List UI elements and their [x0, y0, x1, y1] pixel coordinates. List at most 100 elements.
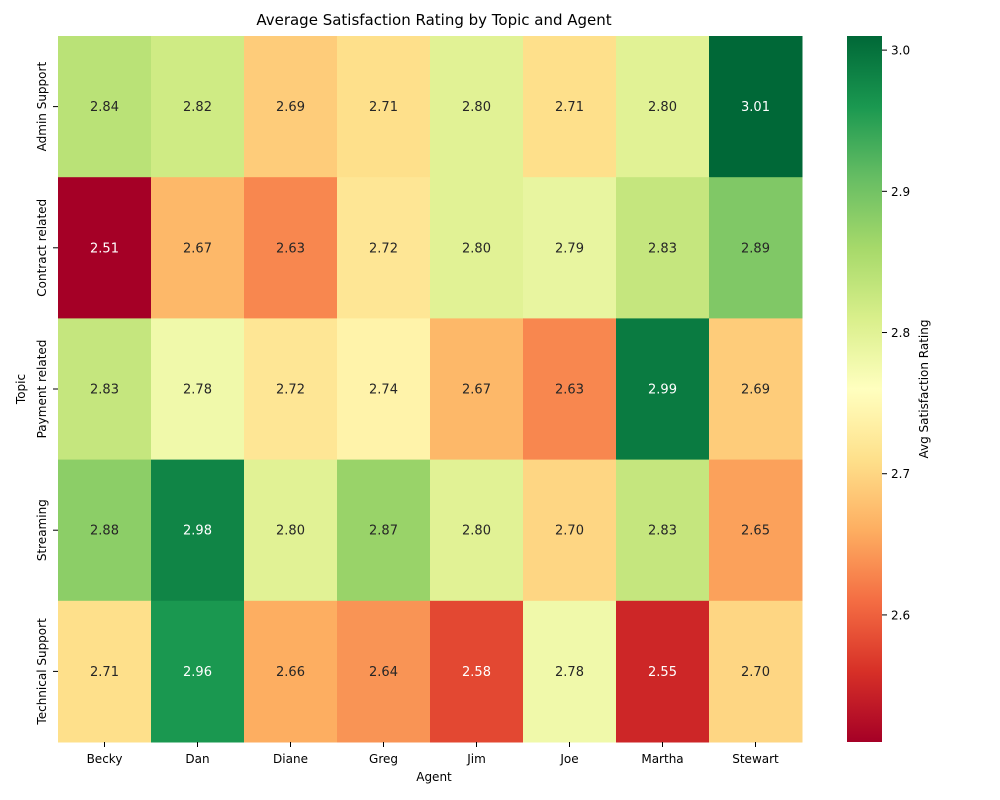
cell-value-label: 2.71	[555, 100, 584, 115]
heatmap-cell	[337, 177, 431, 319]
cell-value-label: 2.65	[741, 524, 770, 539]
heatmap-cell	[523, 318, 617, 461]
cell-value-label: 2.63	[276, 241, 305, 256]
heatmap-cell	[616, 459, 710, 602]
cell-value-label: 2.87	[369, 524, 398, 539]
heatmap-cells: 2.84 2.82 2.69 2.71 2.80 2.71 2.80 3.01 2.51 2.67…	[58, 36, 803, 743]
heatmap-cell	[523, 177, 617, 319]
heatmap-cell	[337, 36, 431, 178]
heatmap-cell	[523, 36, 617, 178]
heatmap-cell	[430, 36, 524, 178]
heatmap-cell	[337, 318, 431, 461]
y-tick-label: Contract related	[35, 199, 49, 297]
x-tick-label: Dan	[185, 752, 209, 766]
heatmap-cell	[151, 600, 245, 743]
x-tick-label: Becky	[87, 752, 123, 766]
cell-value-label: 2.80	[648, 100, 677, 115]
heatmap-cell	[58, 459, 152, 602]
cell-value-label: 2.69	[741, 383, 770, 398]
cell-value-label: 2.80	[462, 100, 491, 115]
colorbar-tick-label: 2.7	[891, 467, 910, 481]
y-axis: Admin Support Contract related Payment rel…	[35, 62, 58, 726]
heatmap-cell	[337, 459, 431, 602]
cell-value-label: 2.84	[90, 100, 119, 115]
cell-value-label: 2.51	[90, 241, 119, 256]
cell-value-label: 2.78	[183, 383, 212, 398]
cell-value-label: 2.72	[369, 241, 398, 256]
cell-value-label: 2.69	[276, 100, 305, 115]
y-axis-label: Topic	[14, 374, 28, 405]
cell-value-label: 2.70	[555, 524, 584, 539]
cell-value-label: 2.88	[90, 524, 119, 539]
heatmap-cell	[709, 600, 803, 743]
heatmap-cell	[244, 177, 338, 319]
y-tick-label: Streaming	[35, 499, 49, 561]
heatmap-cell	[616, 318, 710, 461]
heatmap-cell	[58, 600, 152, 743]
cell-value-label: 2.71	[90, 665, 119, 680]
heatmap-cell	[58, 318, 152, 461]
heatmap-cell	[430, 318, 524, 461]
cell-value-label: 2.67	[462, 383, 491, 398]
cell-value-label: 2.83	[90, 383, 119, 398]
cell-value-label: 2.66	[276, 665, 305, 680]
heatmap-cell	[430, 600, 524, 743]
y-tick-label: Admin Support	[35, 62, 49, 152]
y-tick-label: Technical Support	[35, 618, 49, 726]
colorbar-label: Avg Satisfaction Rating	[917, 320, 931, 459]
heatmap-cell	[523, 459, 617, 602]
cell-value-label: 2.82	[183, 100, 212, 115]
heatmap-cell	[616, 600, 710, 743]
heatmap-cell	[616, 36, 710, 178]
colorbar-tick-label: 2.8	[891, 326, 910, 340]
heatmap-cell	[151, 459, 245, 602]
cell-value-label: 2.80	[462, 241, 491, 256]
x-tick-label: Greg	[369, 752, 398, 766]
cell-value-label: 2.67	[183, 241, 212, 256]
heatmap-cell	[151, 36, 245, 178]
heatmap-cell	[244, 459, 338, 602]
cell-value-label: 2.83	[648, 241, 677, 256]
heatmap-cell	[523, 600, 617, 743]
heatmap-cell	[709, 459, 803, 602]
heatmap-cell	[58, 177, 152, 319]
x-tick-label: Stewart	[732, 752, 779, 766]
cell-value-label: 2.58	[462, 665, 491, 680]
cell-value-label: 2.79	[555, 241, 584, 256]
x-tick-label: Diane	[273, 752, 308, 766]
cell-value-label: 2.71	[369, 100, 398, 115]
x-axis: Becky Dan Diane Greg Jim Joe Martha Stewart	[87, 742, 779, 766]
heatmap-cell	[430, 177, 524, 319]
cell-value-label: 2.96	[183, 665, 212, 680]
cell-value-label: 2.78	[555, 665, 584, 680]
colorbar: 2.6 2.7 2.8 2.9 3.0	[847, 36, 910, 742]
heatmap-cell	[244, 36, 338, 178]
heatmap-cell	[151, 318, 245, 461]
cell-value-label: 2.99	[648, 383, 677, 398]
x-tick-label: Martha	[641, 752, 683, 766]
heatmap-cell	[709, 318, 803, 461]
cell-value-label: 2.80	[462, 524, 491, 539]
heatmap-cell	[709, 177, 803, 319]
cell-value-label: 2.80	[276, 524, 305, 539]
cell-value-label: 2.64	[369, 665, 398, 680]
y-tick-label: Payment related	[35, 340, 49, 439]
cell-value-label: 2.98	[183, 524, 212, 539]
cell-value-label: 2.83	[648, 524, 677, 539]
chart-title: Average Satisfaction Rating by Topic and…	[256, 11, 611, 29]
heatmap-cell	[430, 459, 524, 602]
heatmap-cell	[709, 36, 803, 178]
cell-value-label: 3.01	[741, 100, 770, 115]
colorbar-gradient	[847, 36, 882, 742]
cell-value-label: 2.74	[369, 383, 398, 398]
heatmap-cell	[244, 318, 338, 461]
cell-value-label: 2.63	[555, 383, 584, 398]
cell-value-label: 2.70	[741, 665, 770, 680]
colorbar-tick-label: 2.6	[891, 608, 910, 622]
heatmap-cell	[337, 600, 431, 743]
x-tick-label: Jim	[466, 752, 486, 766]
heatmap-cell	[616, 177, 710, 319]
heatmap-cell	[151, 177, 245, 319]
heatmap-cell	[58, 36, 152, 178]
